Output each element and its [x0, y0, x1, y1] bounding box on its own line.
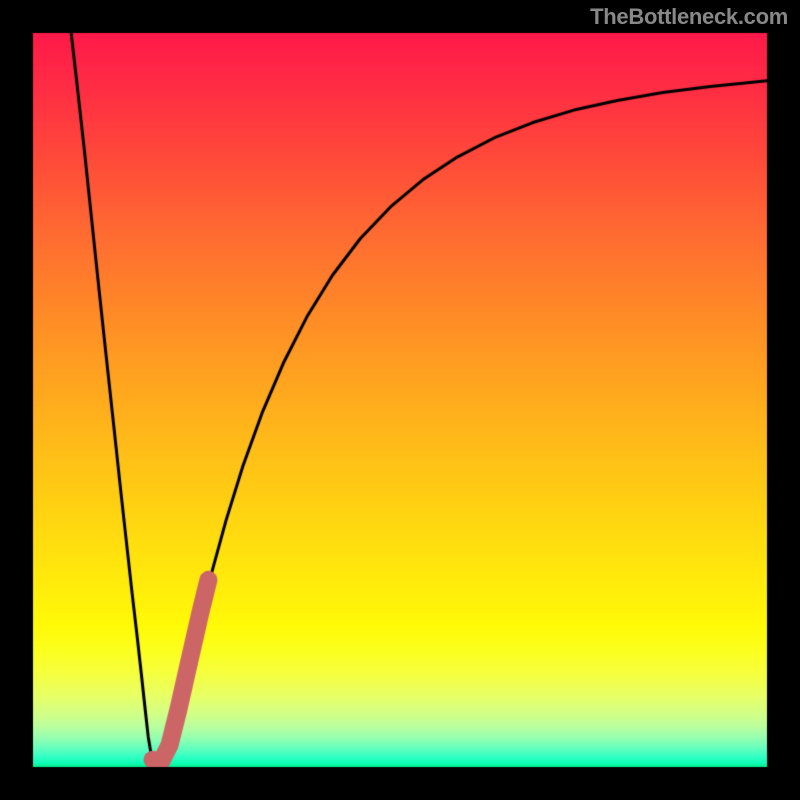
bottleneck-chart-canvas — [0, 0, 800, 800]
watermark-label: TheBottleneck.com — [590, 4, 788, 30]
chart-container: TheBottleneck.com — [0, 0, 800, 800]
